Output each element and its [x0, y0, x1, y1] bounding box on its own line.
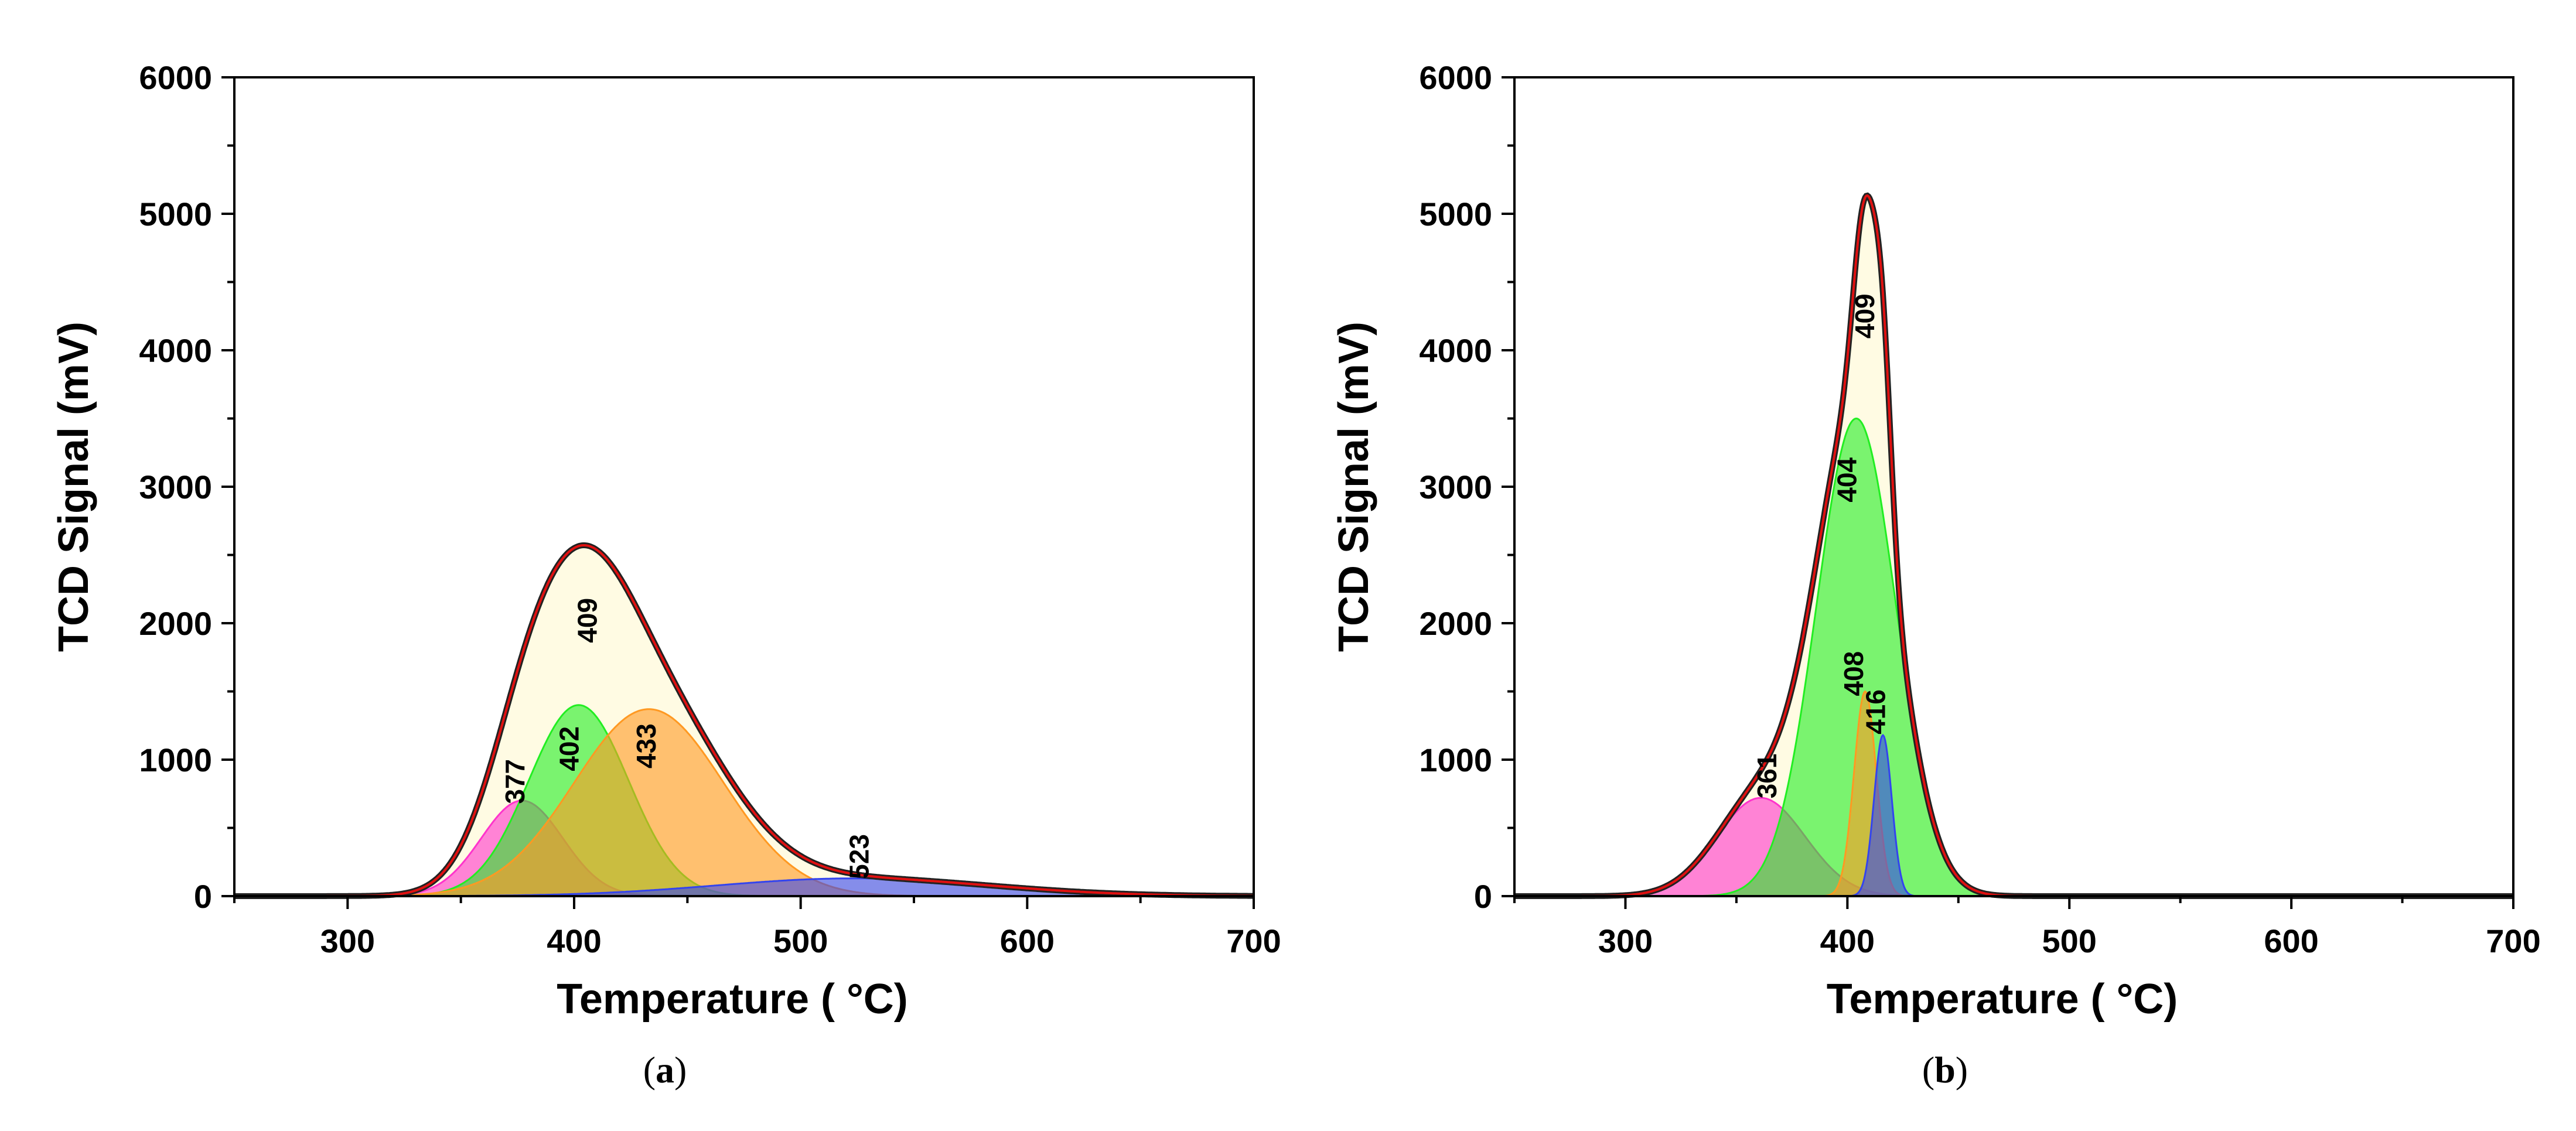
x-tick-label: 400: [547, 922, 601, 959]
x-tick-label: 600: [2264, 922, 2318, 959]
envelope-fill: [234, 545, 1254, 896]
peak-label-409: 409: [572, 598, 603, 643]
peak-label-361: 361: [1752, 754, 1782, 799]
peak-label-377: 377: [500, 759, 530, 804]
peak-label-433: 433: [631, 723, 661, 768]
peak-label-523: 523: [844, 834, 875, 879]
y-axis-title: TCD Signal (mV): [1330, 322, 1377, 652]
y-axis-title: TCD Signal (mV): [50, 322, 97, 652]
component-peak-408: [1514, 690, 2513, 897]
envelope-fill: [1514, 195, 2513, 896]
y-tick-label: 1000: [139, 742, 212, 778]
x-tick-label: 500: [773, 922, 828, 959]
y-tick-label: 5000: [139, 196, 212, 233]
x-tick-label: 700: [2486, 922, 2540, 959]
fit-envelope-line: [234, 544, 1254, 897]
x-tick-label: 400: [1820, 922, 1875, 959]
peak-label-404: 404: [1831, 457, 1862, 503]
peak-label-416: 416: [1861, 689, 1891, 734]
y-tick-label: 1000: [1419, 742, 1492, 778]
y-tick-label: 4000: [1419, 332, 1492, 369]
y-tick-label: 3000: [139, 469, 212, 505]
x-tick-label: 600: [1000, 922, 1055, 959]
y-tick-label: 6000: [1419, 59, 1492, 96]
x-tick-label: 700: [1226, 922, 1281, 959]
y-tick-label: 2000: [139, 605, 212, 642]
x-tick-label: 300: [320, 922, 375, 959]
y-tick-label: 3000: [1419, 469, 1492, 505]
x-axis-title: Temperature ( °C): [557, 976, 908, 1023]
chart-panel-b: 300 400 500 600 700 0 1000 2000 3000 4000 5000 6000…: [1330, 59, 2541, 1023]
component-peak-404: [1514, 417, 2513, 897]
component-peak-361: [1514, 797, 2513, 897]
x-tick-label: 300: [1598, 922, 1653, 959]
plot-frame: [1513, 76, 2514, 897]
chart-panel-a: 300 400 500 600 700 0 1000 2000 3000 4000 5000 6000…: [50, 59, 1281, 1023]
panel-label-a: (a): [643, 1049, 687, 1091]
y-tick-label: 2000: [1419, 605, 1492, 642]
x-tick-label: 500: [2042, 922, 2097, 959]
y-tick-label: 6000: [139, 59, 212, 96]
y-tick-label: 5000: [1419, 196, 1492, 233]
panel-label-b: (b): [1922, 1049, 1968, 1091]
peak-label-409: 409: [1850, 293, 1880, 339]
measured-signal-line: [1514, 192, 2513, 899]
y-tick-label: 0: [194, 878, 212, 915]
fit-envelope-line: [1514, 194, 2513, 897]
y-tick-label: 0: [1474, 878, 1492, 915]
plot-frame: [233, 76, 1255, 897]
component-peak-416: [1514, 733, 2513, 897]
x-axis-title: Temperature ( °C): [1827, 976, 2178, 1023]
y-tick-label: 4000: [139, 332, 212, 369]
peak-label-408: 408: [1838, 651, 1869, 696]
peak-label-402: 402: [554, 726, 585, 771]
